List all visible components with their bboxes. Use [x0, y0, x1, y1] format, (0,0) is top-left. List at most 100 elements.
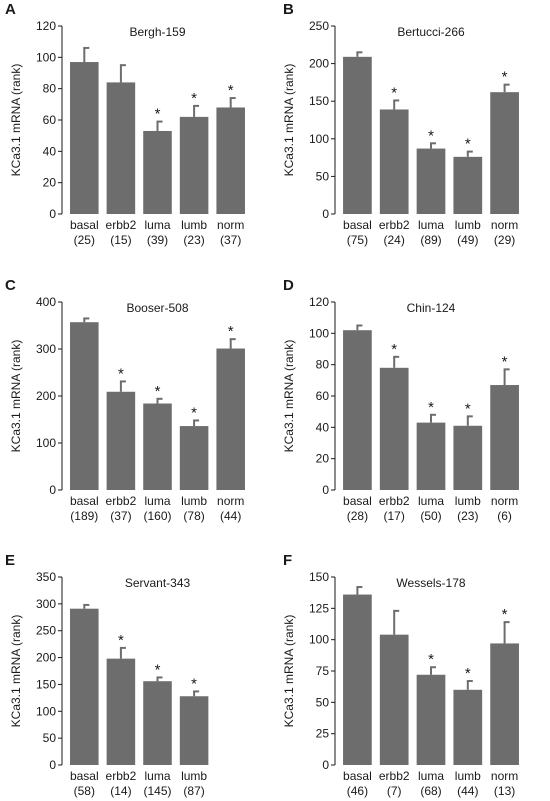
- panel-letter: A: [5, 1, 16, 18]
- chart-title: Servant-343: [125, 576, 191, 590]
- x-category-label: luma: [418, 218, 444, 232]
- y-tick-label: 350: [36, 570, 56, 584]
- x-count-label: (46): [347, 784, 368, 798]
- significance-star: *: [155, 661, 161, 678]
- bar: [490, 92, 519, 214]
- bar: [179, 696, 209, 765]
- y-axis-label: KCa3.1 mRNA (rank): [282, 615, 296, 728]
- x-count-label: (58): [74, 784, 95, 798]
- y-tick-label: 0: [49, 207, 56, 221]
- x-category-label: lumb: [181, 769, 207, 783]
- x-count-label: (6): [497, 509, 512, 523]
- significance-star: *: [428, 651, 434, 668]
- y-tick-label: 200: [309, 57, 329, 71]
- y-tick-label: 125: [309, 601, 329, 615]
- chart-panel-a: A Bergh-159 KCa3.1 mRNA (rank) 0 20 40 60 80 100…: [5, 1, 245, 247]
- x-count-label: (15): [110, 233, 131, 247]
- bar: [70, 62, 99, 215]
- x-count-label: (23): [183, 233, 204, 247]
- x-category-label: erbb2: [106, 218, 137, 232]
- bar: [343, 594, 372, 765]
- x-count-label: (14): [110, 784, 131, 798]
- chart-title: Bertucci-266: [397, 25, 465, 39]
- significance-star: *: [465, 665, 471, 682]
- x-count-label: (145): [143, 784, 171, 798]
- significance-star: *: [428, 399, 434, 416]
- x-count-label: (24): [384, 233, 405, 247]
- x-category-label: basal: [343, 494, 372, 508]
- bar: [379, 634, 409, 765]
- x-category-label: luma: [144, 769, 170, 783]
- chart-title: Chin-124: [407, 301, 456, 315]
- significance-star: *: [465, 400, 471, 417]
- x-category-label: norm: [217, 494, 244, 508]
- x-category-label: erbb2: [379, 769, 410, 783]
- bar: [216, 348, 245, 490]
- panel-letter: B: [283, 1, 294, 18]
- x-count-label: (17): [384, 509, 405, 523]
- bar: [416, 148, 446, 214]
- significance-star: *: [391, 84, 397, 101]
- y-tick-label: 300: [36, 342, 56, 356]
- y-tick-label: 20: [316, 452, 330, 466]
- x-category-label: norm: [491, 218, 518, 232]
- y-tick-label: 200: [36, 389, 56, 403]
- x-count-label: (39): [147, 233, 168, 247]
- x-count-label: (37): [220, 233, 241, 247]
- x-category-label: basal: [343, 218, 372, 232]
- bar: [106, 658, 136, 765]
- y-tick-label: 400: [36, 295, 56, 309]
- panel-letter: C: [5, 277, 16, 294]
- x-count-label: (25): [74, 233, 95, 247]
- panel-letter: E: [5, 552, 15, 569]
- bar: [379, 367, 409, 490]
- bar: [143, 130, 172, 214]
- chart-title: Booser-508: [126, 301, 188, 315]
- bar: [143, 681, 172, 765]
- bar: [416, 674, 446, 765]
- y-axis-label: KCa3.1 mRNA (rank): [9, 615, 23, 728]
- bar: [490, 643, 519, 765]
- x-count-label: (23): [457, 509, 478, 523]
- y-axis-label: KCa3.1 mRNA (rank): [9, 340, 23, 453]
- significance-star: *: [228, 82, 234, 99]
- y-tick-label: 250: [36, 624, 56, 638]
- bar: [70, 322, 99, 490]
- bar: [106, 391, 136, 490]
- x-count-label: (160): [143, 509, 171, 523]
- significance-star: *: [118, 632, 124, 649]
- significance-star: *: [191, 675, 197, 692]
- significance-star: *: [191, 90, 197, 107]
- y-tick-label: 150: [309, 94, 329, 108]
- x-category-label: basal: [70, 218, 99, 232]
- x-count-label: (50): [420, 509, 441, 523]
- y-tick-label: 80: [43, 82, 57, 96]
- y-tick-label: 60: [43, 113, 57, 127]
- y-axis-label: KCa3.1 mRNA (rank): [282, 340, 296, 453]
- y-tick-label: 0: [322, 207, 329, 221]
- y-tick-label: 200: [36, 651, 56, 665]
- x-category-label: basal: [343, 769, 372, 783]
- significance-star: *: [502, 606, 508, 623]
- x-count-label: (13): [494, 784, 515, 798]
- significance-star: *: [391, 341, 397, 358]
- bar: [179, 426, 209, 490]
- y-tick-label: 0: [322, 758, 329, 772]
- x-category-label: lumb: [455, 494, 481, 508]
- x-category-label: norm: [491, 494, 518, 508]
- y-tick-label: 0: [49, 483, 56, 497]
- x-category-label: erbb2: [106, 494, 137, 508]
- chart-panel-b: B Bertucci-266 KCa3.1 mRNA (rank) 0 50 100 150…: [282, 1, 519, 247]
- x-category-label: luma: [418, 769, 444, 783]
- significance-star: *: [502, 353, 508, 370]
- y-tick-label: 150: [36, 677, 56, 691]
- panel-letter: F: [283, 552, 292, 569]
- y-tick-label: 300: [36, 597, 56, 611]
- significance-star: *: [118, 365, 124, 382]
- bar: [343, 56, 372, 214]
- x-count-label: (28): [347, 509, 368, 523]
- y-tick-label: 120: [309, 295, 329, 309]
- x-category-label: luma: [144, 218, 170, 232]
- bar: [453, 156, 483, 214]
